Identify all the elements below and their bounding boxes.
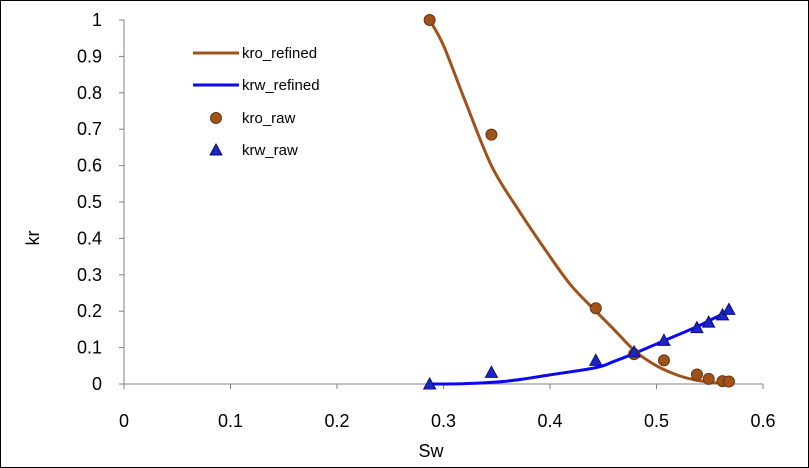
lines-layer	[428, 18, 733, 386]
data-point-kro-raw	[690, 368, 703, 381]
data-point-krw-raw	[701, 315, 716, 328]
data-point-krw-raw	[484, 365, 499, 378]
x-tick-label: 0	[119, 411, 129, 431]
data-point-kro-raw	[485, 128, 498, 141]
series-line-kro-refined	[428, 18, 733, 386]
ticks-layer: 0 0.1 0.2 0.3 0.4 0.5 0.6 0 0.1 0.2 0.3 0.4 0.5 0.6 0.…	[77, 10, 776, 431]
data-point-kro-raw	[423, 14, 436, 26]
legend-krw-raw-marker	[209, 142, 223, 156]
data-point-kro-raw	[657, 354, 670, 367]
legend-krw-refined-label: krw_refined	[242, 77, 320, 94]
y-tick-label: 0.1	[77, 338, 102, 358]
y-tick-label: 0.9	[77, 46, 102, 66]
x-axis-title: Sw	[418, 441, 444, 461]
data-point-kro-raw	[589, 302, 602, 315]
y-tick-label: 0	[92, 374, 102, 394]
y-tick-label: 0.6	[77, 156, 102, 176]
y-tick-label: 0.5	[77, 192, 102, 212]
data-point-krw-raw	[627, 344, 641, 358]
x-tick-label: 0.6	[750, 411, 775, 431]
x-tick-label: 0.3	[431, 411, 456, 431]
data-point-krw-raw	[657, 333, 671, 346]
legend-krw-raw-label: krw_raw	[242, 142, 298, 159]
legend-kro-raw-marker	[210, 112, 222, 124]
legend-kro-refined-label: kro_refined	[242, 45, 317, 62]
x-tick-label: 0.1	[218, 411, 243, 431]
series-line-krw-refined	[428, 308, 733, 386]
legend-kro-raw-label: kro_raw	[242, 110, 296, 127]
y-tick-label: 0.7	[77, 119, 102, 139]
legend: kro_refined krw_refined kro_raw krw_raw	[187, 35, 379, 173]
x-tick-label: 0.4	[537, 411, 562, 431]
y-tick-label: 0.4	[77, 228, 102, 248]
data-point-krw-raw	[422, 376, 437, 390]
data-point-krw-raw	[588, 353, 603, 366]
y-tick-label: 0.2	[77, 301, 102, 321]
y-tick-label: 0.3	[77, 265, 102, 285]
data-point-krw-raw	[722, 302, 736, 315]
markers-layer	[422, 14, 736, 390]
y-tick-label: 1	[92, 10, 102, 30]
x-tick-label: 0.5	[644, 411, 669, 431]
y-axis-title: kr	[23, 231, 43, 246]
data-point-krw-raw	[690, 320, 704, 334]
data-point-kro-raw	[722, 375, 735, 388]
x-tick-label: 0.2	[324, 411, 349, 431]
data-point-kro-raw	[702, 372, 715, 385]
y-tick-label: 0.8	[77, 83, 102, 103]
